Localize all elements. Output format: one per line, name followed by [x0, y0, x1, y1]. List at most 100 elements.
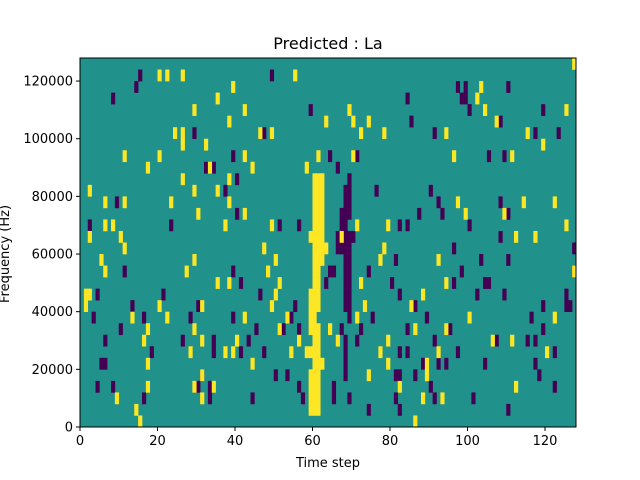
heatmap-cell-low	[537, 369, 542, 382]
heatmap-cell-high	[316, 323, 321, 336]
heatmap-cell-low	[347, 254, 352, 266]
heatmap-cell-low	[138, 69, 143, 82]
heatmap-cell-high	[138, 415, 143, 428]
heatmap-cell-high	[196, 207, 201, 220]
heatmap-cell-high	[366, 369, 371, 382]
heatmap-cell-low	[417, 207, 422, 220]
heatmap-cell-high	[521, 196, 526, 209]
heatmap-cell-high	[320, 196, 325, 209]
heatmap-cell-high	[83, 300, 89, 312]
heatmap-cell-high	[312, 346, 317, 359]
heatmap-cell-high	[308, 323, 313, 336]
heatmap-cell-high	[312, 369, 317, 382]
heatmap-cell-low	[432, 334, 437, 347]
heatmap-cell-high	[351, 115, 356, 128]
heatmap-cell-low	[238, 277, 244, 289]
heatmap-cell-high	[413, 323, 418, 336]
heatmap-cell-low	[568, 300, 573, 312]
heatmap-cell-high	[316, 357, 321, 370]
heatmap-cell-low	[556, 127, 561, 140]
heatmap-cell-high	[266, 265, 271, 278]
heatmap-cell-high	[273, 288, 278, 301]
heatmap-cell-high	[312, 230, 317, 243]
heatmap-cell-low	[180, 334, 185, 347]
heatmap-cell-low	[347, 207, 352, 220]
heatmap-cell-high	[269, 300, 275, 312]
heatmap-cell-low	[405, 346, 410, 359]
heatmap-cell-high	[227, 196, 232, 209]
heatmap-cell-high	[122, 150, 127, 163]
heatmap-cell-high	[382, 127, 387, 140]
heatmap-cell-low	[211, 161, 216, 174]
heatmap-cell-high	[320, 230, 325, 243]
y-tick-label: 60000	[32, 248, 73, 263]
y-tick-label: 20000	[32, 363, 73, 378]
heatmap-cell-high	[564, 104, 569, 116]
heatmap-cell-high	[242, 150, 247, 163]
heatmap-cell-low	[134, 81, 139, 93]
heatmap-cell-low	[486, 277, 492, 289]
heatmap-cell-low	[335, 242, 340, 255]
heatmap-cell-high	[386, 219, 391, 232]
heatmap-cell-low	[297, 380, 302, 393]
heatmap-cell-low	[347, 196, 352, 209]
heatmap-cell-low	[479, 254, 484, 266]
heatmap-cell-low	[324, 277, 329, 289]
heatmap-cell-low	[339, 242, 344, 255]
heatmap-cell-high	[312, 207, 317, 220]
heatmap-cell-low	[347, 288, 352, 301]
heatmap-cell-low	[502, 288, 507, 301]
heatmap-cell-low	[95, 288, 100, 301]
heatmap-cell-high	[289, 346, 294, 359]
heatmap-cell-low	[343, 184, 348, 197]
heatmap-cell-high	[157, 300, 162, 312]
heatmap-cell-high	[180, 127, 185, 140]
heatmap-cell-low	[196, 300, 201, 312]
heatmap-cell-low	[347, 173, 352, 186]
heatmap-cell-high	[409, 300, 414, 312]
heatmap-cell-high	[452, 150, 457, 163]
heatmap-cell-high	[227, 173, 232, 186]
heatmap-cell-high	[335, 334, 340, 347]
heatmap-cell-high	[308, 311, 313, 324]
heatmap-cell-low	[483, 357, 488, 370]
heatmap-cell-low	[455, 346, 461, 359]
heatmap-cell-high	[514, 380, 519, 393]
heatmap-cell-high	[308, 346, 313, 359]
heatmap-cell-high	[242, 207, 247, 220]
heatmap-cell-low	[397, 219, 402, 232]
heatmap-cell-high	[118, 230, 123, 243]
chart-title: Predicted : La	[273, 34, 382, 53]
heatmap-cell-high	[444, 277, 449, 289]
x-tick-label: 120	[533, 434, 558, 449]
heatmap-cell-low	[231, 265, 236, 278]
heatmap-cell-high	[308, 300, 313, 312]
heatmap-cell-high	[436, 254, 441, 266]
heatmap-cell-high	[564, 219, 569, 232]
y-tick-label: 0	[65, 421, 73, 436]
heatmap-cell-high	[463, 207, 468, 220]
heatmap-cell-high	[308, 369, 313, 382]
heatmap-cell-high	[173, 127, 178, 140]
heatmap-cell-high	[207, 161, 213, 174]
heatmap-cell-low	[293, 300, 298, 312]
heatmap-cell-low	[196, 380, 201, 393]
heatmap-cell-high	[235, 334, 240, 347]
heatmap-cell-low	[343, 265, 348, 278]
heatmap-cell-low	[459, 265, 464, 278]
heatmap-cell-high	[250, 357, 255, 370]
heatmap-cell-high	[312, 323, 317, 336]
heatmap-cell-high	[316, 254, 321, 266]
heatmap-cell-high	[572, 58, 577, 70]
heatmap-cell-low	[448, 323, 453, 336]
heatmap-cell-high	[316, 392, 321, 405]
heatmap-cell-high	[312, 403, 317, 416]
heatmap-cell-low	[343, 357, 348, 370]
heatmap-cell-high	[304, 346, 309, 359]
heatmap-cell-low	[223, 184, 228, 197]
heatmap-cell-high	[312, 242, 317, 255]
heatmap-cell-high	[397, 380, 402, 393]
heatmap-cell-high	[444, 323, 449, 336]
heatmap-cell-high	[145, 357, 151, 370]
heatmap-cell-low	[393, 254, 399, 266]
